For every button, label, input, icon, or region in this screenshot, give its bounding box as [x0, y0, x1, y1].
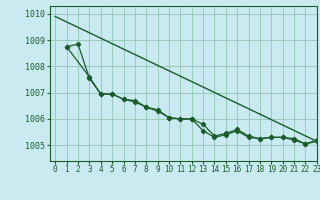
Text: Graphe pression niveau de la mer (hPa): Graphe pression niveau de la mer (hPa) — [41, 183, 279, 193]
